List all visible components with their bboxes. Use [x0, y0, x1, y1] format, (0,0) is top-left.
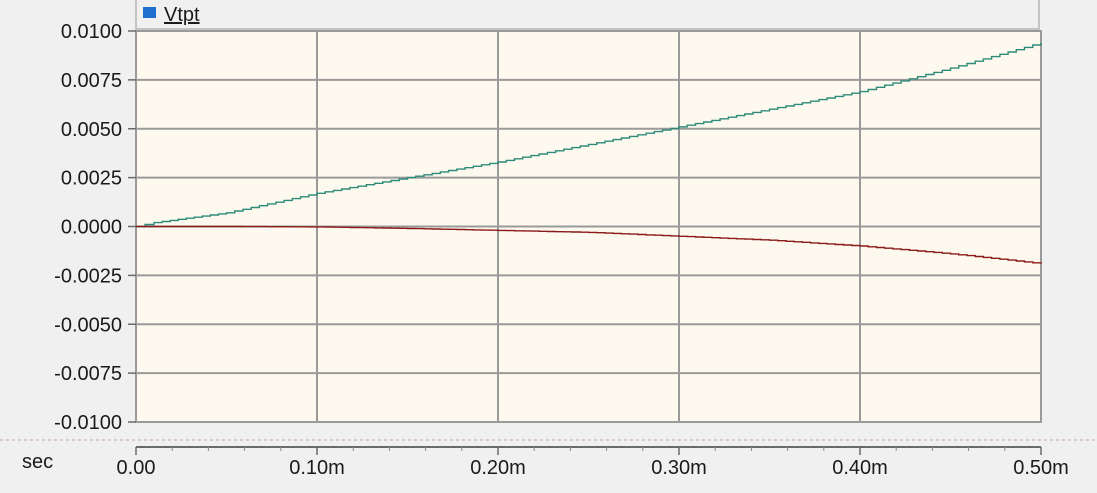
legend-label-vtpt[interactable]: Vtpt	[164, 4, 200, 26]
y-tick-label: -0.0025	[54, 265, 122, 287]
series-line-1	[136, 225, 1042, 264]
legend-background	[135, 0, 1040, 30]
x-tick-label: 0.30m	[651, 457, 707, 479]
legend-swatch	[143, 7, 156, 18]
y-tick-label: -0.0075	[54, 363, 122, 385]
y-tick-label: 0.0000	[61, 217, 122, 239]
y-tick-label: 0.0100	[61, 21, 122, 43]
y-tick-label: 0.0050	[61, 119, 122, 141]
x-tick-label: 0.50m	[1013, 457, 1069, 479]
y-tick-label: 0.0075	[61, 70, 122, 92]
y-tick-label: -0.0100	[54, 412, 122, 434]
y-tick-label: 0.0025	[61, 168, 122, 190]
series-line-0	[136, 42, 1042, 228]
legend[interactable]: Vtpt	[135, 0, 1040, 30]
y-axis-ticks: 0.0100 0.0075 0.0050 0.0025 0.0000 -0.0025 -0.…	[54, 21, 136, 434]
x-axis-label: sec	[22, 451, 53, 473]
x-tick-label: 0.00	[117, 457, 156, 479]
series-layer	[136, 42, 1042, 264]
y-tick-label: -0.0050	[54, 314, 122, 336]
x-tick-label: 0.20m	[470, 457, 526, 479]
x-axis: 0.00 0.10m 0.20m 0.30m 0.40m 0.50m	[117, 446, 1069, 479]
x-tick-label: 0.10m	[289, 457, 345, 479]
x-tick-label: 0.40m	[832, 457, 888, 479]
grid	[135, 30, 1042, 423]
